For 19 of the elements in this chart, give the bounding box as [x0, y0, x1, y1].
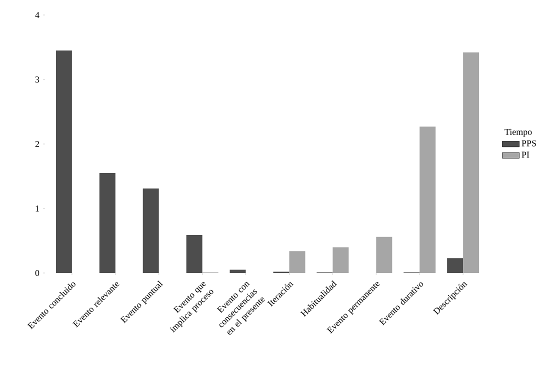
y-tick-label: 2 [35, 141, 39, 147]
legend-label: PI [522, 152, 530, 158]
legend-label: PPS [522, 140, 536, 146]
bar [420, 126, 436, 273]
bar [289, 251, 306, 273]
bar [56, 50, 72, 273]
bar [99, 173, 116, 273]
legend-title: Tiempo [504, 128, 532, 137]
y-tick-label: 4 [35, 12, 40, 18]
bar [376, 236, 392, 273]
bar [186, 234, 202, 273]
y-tick-label: 3 [35, 76, 40, 83]
y-tick-label: 1 [36, 206, 39, 212]
bar [463, 52, 480, 273]
bar [142, 188, 159, 273]
bar [230, 270, 246, 273]
y-tick-label: 0 [35, 270, 40, 276]
bar [332, 247, 349, 273]
bar [447, 258, 464, 273]
